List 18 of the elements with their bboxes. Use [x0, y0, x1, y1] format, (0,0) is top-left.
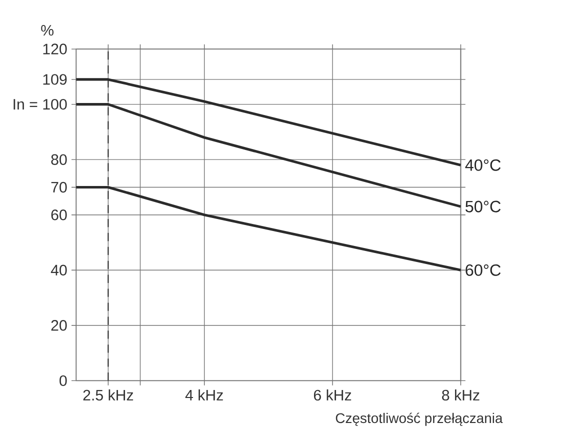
- y-axis-title: %: [41, 25, 54, 36]
- y-tick-label: 109: [43, 74, 67, 85]
- x-axis-title: Częstotliwość przełączania: [336, 412, 503, 426]
- x-tick-label: 4 kHz: [185, 389, 223, 400]
- y-tick-label: 120: [43, 44, 67, 54]
- x-tick-label: 8 kHz: [442, 389, 480, 401]
- x-tick-label: 2.5 kHz: [83, 389, 134, 401]
- series-label: 60°C: [466, 264, 501, 276]
- y-tick-label: 70: [51, 182, 67, 193]
- y-tick-label: In = 100: [14, 98, 67, 110]
- series-label: 40°C: [465, 159, 501, 171]
- x-tick-label: 6 kHz: [314, 389, 352, 401]
- y-tick-label: 60: [51, 210, 67, 220]
- y-tick-label: 40: [50, 264, 67, 276]
- y-tick-label: 20: [51, 320, 67, 331]
- y-tick-label: 80: [51, 154, 67, 165]
- y-tick-label: 0: [60, 375, 67, 386]
- series-label: 50°C: [466, 200, 501, 212]
